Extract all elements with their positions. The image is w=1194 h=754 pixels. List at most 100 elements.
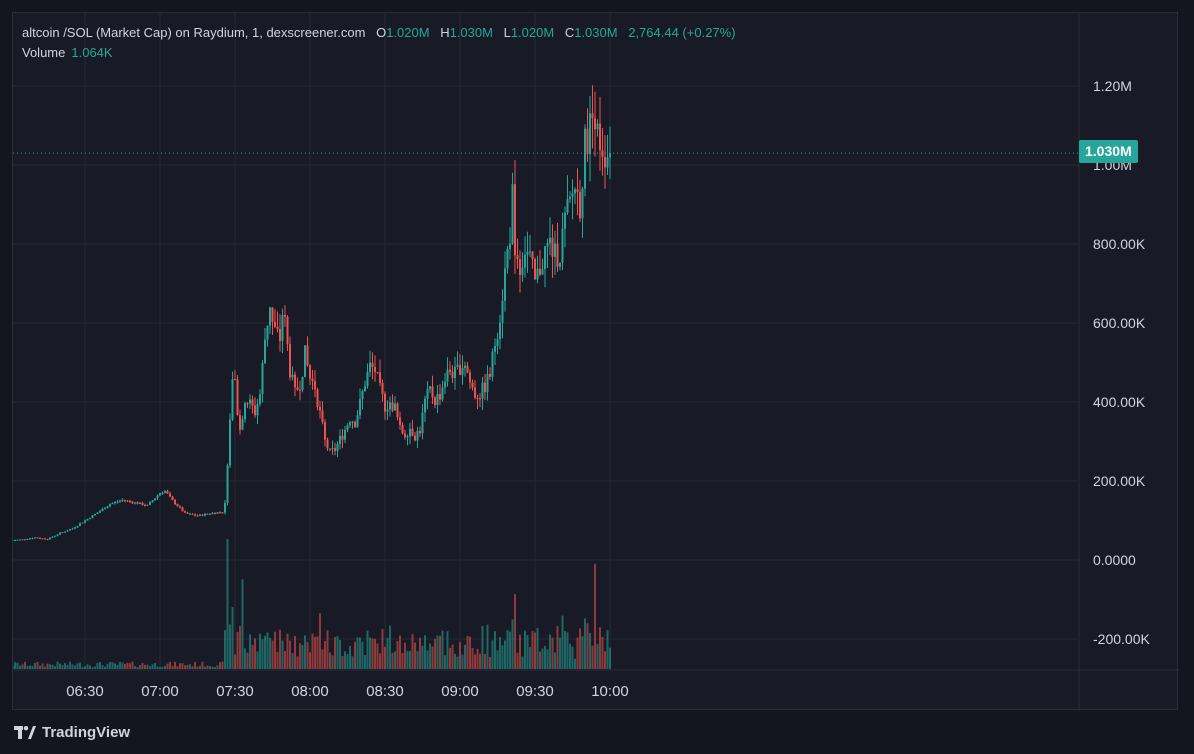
volume-bar [486,624,489,669]
volume-bar [226,539,229,669]
volume-bar [311,633,314,669]
candle-body [541,269,544,275]
volume-bar [271,640,274,669]
candle-body [386,409,389,412]
volume-bar [576,637,579,669]
change-value: 2,764.44 (+0.27%) [628,25,736,40]
volume-bar [144,664,146,669]
volume-bar [89,665,91,669]
candle-body [499,322,501,340]
volume-bar [554,652,556,669]
candle-body [471,382,474,388]
candle-body [179,506,181,508]
volume-bar [191,666,194,669]
candle-body [364,386,366,392]
candle-body [244,403,246,420]
candle-body [106,506,109,509]
volume-bar [239,626,241,669]
volume-bar [261,639,264,669]
open-value: 1.020M [386,25,430,40]
candle-body [584,128,586,189]
volume-bar [374,638,376,669]
volume-bar [349,645,351,669]
candle-body [606,157,609,168]
candle-body [589,113,591,155]
candle-body [181,507,184,512]
low-value: 1.020M [510,25,555,40]
volume-bar [246,652,249,669]
close-label: C [564,25,575,40]
candle-body [521,267,524,275]
volume-bar [26,666,29,669]
tradingview-logo[interactable]: TradingView [14,724,130,741]
time-tick-label: 08:00 [291,683,329,700]
candle-body [306,345,309,366]
candle-body [464,365,466,369]
volume-bar [34,662,36,669]
volume-bar [494,631,496,669]
candle-body [496,339,499,347]
candle-body [424,398,426,413]
candle-body [546,243,549,247]
candle-body [404,433,406,438]
volume-bar [369,637,371,669]
candle-body [206,513,209,515]
candle-body [111,503,114,505]
candle-body [334,448,336,451]
candle-body [161,492,164,494]
volume-bar [584,618,586,669]
candle-body [276,326,279,329]
candle-body [91,515,94,519]
volume-bar [406,651,409,669]
candle-body [349,422,351,426]
candle-body [501,300,504,323]
candle-body [581,188,584,219]
time-tick-label: 09:30 [516,683,554,700]
volume-bar [536,627,539,669]
candle-body [289,344,291,378]
volume-bar [396,641,399,669]
volume-bar [431,646,434,669]
candle-body [564,212,566,229]
candle-body [209,513,211,515]
volume-bar [129,663,131,669]
volume-bar [589,633,591,669]
volume-bar [391,652,394,669]
price-tick-label: 1.20M [1093,78,1132,94]
volume-bar [54,666,56,669]
volume-bar [549,634,551,669]
candle-body [486,374,489,393]
candle-body [64,531,66,533]
chart-canvas[interactable]: 1.20M1.00M800.00K600.00K400.00K200.00K0.… [13,13,1179,711]
candle-body [266,325,269,340]
candle-body [194,514,196,516]
candle-body [299,389,301,391]
volume-bar [401,653,404,669]
candle-body [196,515,199,517]
candle-body [159,493,161,496]
volume-bar [141,663,144,669]
volume-bar [534,632,536,669]
candle-body [239,415,241,430]
candle-body [351,421,354,423]
open-label: O [376,25,387,40]
candle-body [559,262,561,267]
candle-body [141,502,144,506]
candle-body [109,504,111,507]
chart-frame[interactable]: 1.20M 1.00M 800.00K 600.00K 400.00K 200.00K 0.… [12,12,1179,711]
volume-bar [149,666,151,669]
volume-bar [126,662,129,669]
price-tick-label: 800.00K [1093,236,1146,252]
candle-body [94,513,96,516]
candle-body [116,501,119,503]
candle-body [556,243,559,267]
volume-bar [49,664,51,669]
volume-bar [556,625,559,669]
candle-body [84,520,86,523]
volume-bar [514,594,516,669]
candle-body [406,436,409,438]
volume-legend: Volume 1.064K [22,44,113,62]
candle-body [119,500,121,502]
candle-body [29,538,31,540]
tradingview-label: TradingView [42,724,131,741]
